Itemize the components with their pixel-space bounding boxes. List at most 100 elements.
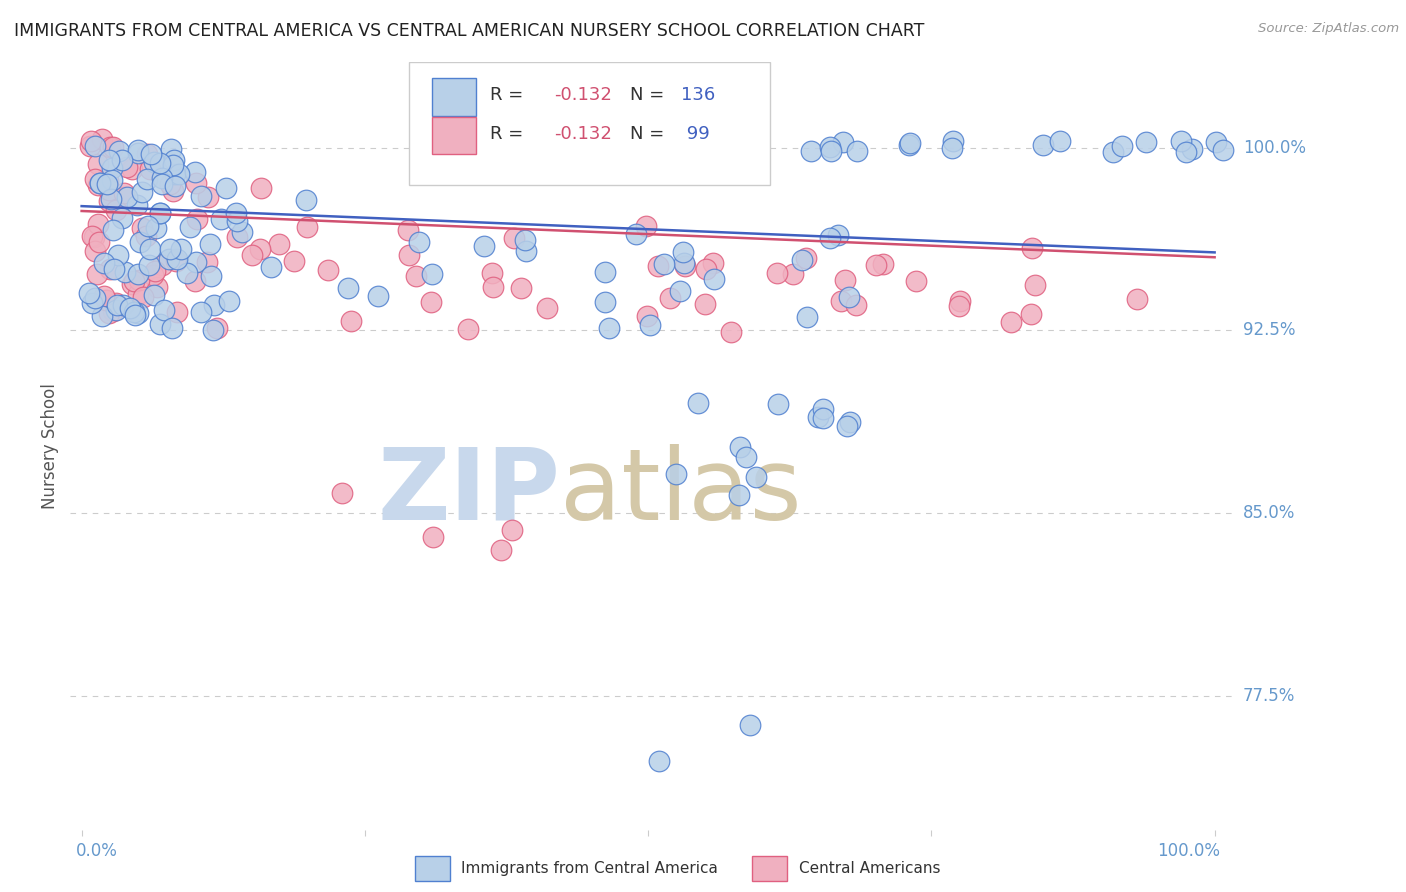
Point xyxy=(163,178,186,193)
Point xyxy=(510,281,533,295)
Point xyxy=(811,411,834,425)
Point xyxy=(93,289,115,303)
Point xyxy=(150,177,173,191)
Point xyxy=(114,265,136,279)
Point xyxy=(87,157,110,171)
Point xyxy=(1032,138,1054,153)
Point xyxy=(536,301,558,315)
Point xyxy=(160,321,183,335)
Point xyxy=(159,142,181,156)
Text: N =: N = xyxy=(630,87,671,104)
Point xyxy=(215,181,238,195)
Point xyxy=(636,310,658,324)
Point xyxy=(367,289,389,303)
Point xyxy=(98,153,121,167)
Point xyxy=(142,268,165,283)
Point xyxy=(686,396,709,410)
Point xyxy=(184,255,207,269)
Point xyxy=(105,296,128,310)
Point xyxy=(1021,241,1043,255)
Point xyxy=(807,409,830,424)
Point xyxy=(1205,135,1227,149)
Point xyxy=(80,228,103,243)
Point xyxy=(101,173,124,187)
Point xyxy=(122,305,145,319)
Point xyxy=(813,401,835,416)
Point xyxy=(98,262,121,277)
Point xyxy=(142,288,165,302)
Point xyxy=(135,172,157,186)
Point xyxy=(135,228,157,243)
Text: 85.0%: 85.0% xyxy=(1243,504,1295,522)
Text: 136: 136 xyxy=(681,87,714,104)
Point xyxy=(124,308,146,322)
Point xyxy=(949,294,972,309)
Point xyxy=(501,523,523,537)
Point xyxy=(93,256,115,270)
Point xyxy=(141,146,163,161)
Text: -0.132: -0.132 xyxy=(554,87,613,104)
Point xyxy=(145,280,167,294)
Point xyxy=(818,231,841,245)
Point xyxy=(209,211,232,226)
Point xyxy=(676,145,699,159)
Point xyxy=(318,262,340,277)
Point xyxy=(1102,145,1125,160)
Text: Immigrants from Central America: Immigrants from Central America xyxy=(461,862,718,876)
Point xyxy=(183,274,205,288)
Text: atlas: atlas xyxy=(561,443,801,541)
Point xyxy=(89,177,111,191)
Point xyxy=(1049,134,1071,148)
FancyBboxPatch shape xyxy=(409,62,770,186)
Point xyxy=(120,301,142,315)
Point xyxy=(186,211,208,226)
Point xyxy=(658,291,681,305)
Point xyxy=(170,242,193,256)
Text: Central Americans: Central Americans xyxy=(799,862,941,876)
Text: R =: R = xyxy=(491,125,530,143)
Point xyxy=(105,203,128,218)
Point xyxy=(673,256,696,270)
Point xyxy=(472,239,495,253)
Point xyxy=(846,144,869,158)
Point xyxy=(105,302,128,317)
Point xyxy=(107,248,129,262)
Point xyxy=(131,220,153,235)
Point xyxy=(127,286,149,301)
Point xyxy=(83,139,105,153)
Point xyxy=(595,264,617,278)
Point xyxy=(796,310,818,324)
Point xyxy=(735,450,758,464)
Point xyxy=(143,155,166,169)
Point xyxy=(865,258,887,272)
Point xyxy=(624,227,647,242)
Point xyxy=(90,131,112,145)
Point xyxy=(149,206,172,220)
Point xyxy=(703,272,725,286)
Point xyxy=(768,397,790,411)
Text: 77.5%: 77.5% xyxy=(1243,687,1295,705)
Point xyxy=(226,230,249,244)
Point xyxy=(167,167,190,181)
Point xyxy=(97,173,120,187)
Point xyxy=(87,235,110,250)
Point xyxy=(152,170,174,185)
Point xyxy=(872,257,894,271)
Point xyxy=(127,267,149,281)
Text: 99: 99 xyxy=(681,125,710,143)
Point xyxy=(682,139,704,153)
Point xyxy=(457,322,479,336)
Point xyxy=(162,158,184,172)
Point xyxy=(110,211,132,226)
Point xyxy=(139,242,162,256)
Point xyxy=(294,194,316,208)
Point xyxy=(89,177,111,191)
Point xyxy=(195,255,218,269)
Point xyxy=(941,141,963,155)
Point xyxy=(260,260,283,275)
Point xyxy=(693,296,716,310)
Point xyxy=(598,321,620,335)
Point xyxy=(231,225,253,239)
Point xyxy=(648,755,671,769)
Point xyxy=(820,144,842,158)
